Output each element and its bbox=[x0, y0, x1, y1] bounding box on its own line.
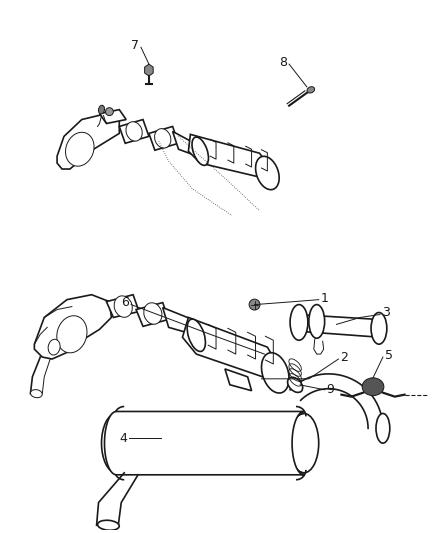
Polygon shape bbox=[145, 64, 153, 76]
Text: 7: 7 bbox=[131, 39, 139, 52]
Ellipse shape bbox=[309, 304, 325, 338]
Polygon shape bbox=[34, 295, 111, 359]
Polygon shape bbox=[119, 119, 149, 143]
Ellipse shape bbox=[48, 340, 60, 355]
Text: 3: 3 bbox=[382, 306, 390, 319]
Ellipse shape bbox=[126, 122, 142, 141]
Ellipse shape bbox=[249, 299, 260, 310]
Ellipse shape bbox=[371, 312, 387, 344]
Polygon shape bbox=[105, 411, 304, 475]
Ellipse shape bbox=[376, 414, 390, 443]
Ellipse shape bbox=[99, 105, 105, 114]
Ellipse shape bbox=[155, 128, 171, 148]
Text: 5: 5 bbox=[385, 349, 393, 361]
Polygon shape bbox=[188, 134, 269, 179]
Ellipse shape bbox=[192, 137, 208, 165]
Ellipse shape bbox=[31, 390, 42, 398]
Ellipse shape bbox=[57, 316, 87, 353]
Text: 4: 4 bbox=[119, 432, 127, 445]
Polygon shape bbox=[149, 126, 179, 150]
Ellipse shape bbox=[362, 378, 384, 395]
Ellipse shape bbox=[288, 377, 303, 392]
Text: 8: 8 bbox=[279, 55, 287, 69]
Polygon shape bbox=[106, 295, 139, 318]
Text: 1: 1 bbox=[321, 292, 328, 305]
Ellipse shape bbox=[289, 414, 319, 473]
Text: 6: 6 bbox=[121, 296, 129, 309]
Ellipse shape bbox=[144, 303, 162, 324]
Text: 9: 9 bbox=[327, 383, 335, 397]
Ellipse shape bbox=[106, 108, 113, 116]
Ellipse shape bbox=[98, 520, 119, 530]
Text: 2: 2 bbox=[340, 351, 348, 364]
Polygon shape bbox=[183, 318, 277, 381]
Ellipse shape bbox=[187, 319, 205, 351]
Polygon shape bbox=[136, 303, 169, 326]
Ellipse shape bbox=[256, 156, 279, 190]
Polygon shape bbox=[99, 110, 126, 124]
Ellipse shape bbox=[114, 296, 132, 317]
Polygon shape bbox=[225, 369, 251, 391]
Polygon shape bbox=[297, 314, 380, 337]
Ellipse shape bbox=[66, 132, 94, 166]
Ellipse shape bbox=[290, 304, 308, 340]
Ellipse shape bbox=[261, 353, 289, 393]
Polygon shape bbox=[57, 114, 119, 169]
Polygon shape bbox=[173, 132, 205, 159]
Ellipse shape bbox=[102, 414, 131, 473]
Ellipse shape bbox=[307, 87, 314, 93]
Polygon shape bbox=[163, 308, 196, 335]
